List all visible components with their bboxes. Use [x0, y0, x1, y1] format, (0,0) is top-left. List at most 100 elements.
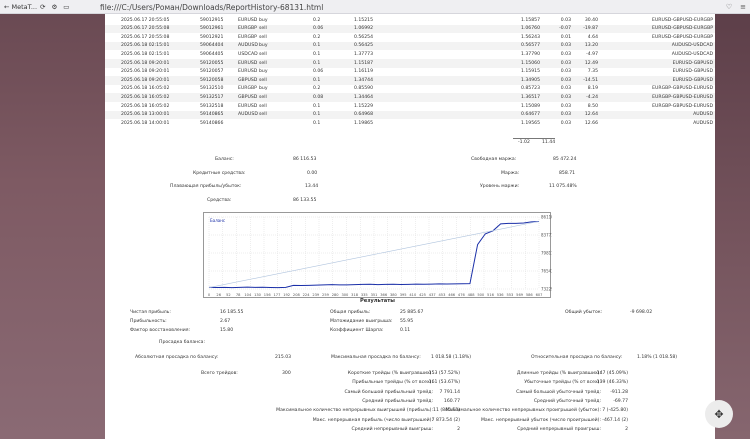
x-tick-label: 259	[322, 293, 330, 297]
x-tick-label: 318	[351, 293, 359, 297]
drawdown-rel-value: 1.18% (1 018.58)	[637, 355, 678, 360]
tab-title[interactable]: MetaT...	[11, 2, 38, 11]
deal-cell: sell	[259, 51, 267, 57]
deal-cell: 4.64	[587, 34, 598, 40]
drawdown-abs-label: Абсолютная просадка по балансу:	[135, 355, 219, 360]
deal-cell: 0.03	[560, 51, 571, 57]
deal-cell: buy	[259, 43, 268, 49]
x-tick-label: 130	[254, 293, 262, 297]
avg-losses-value: 2	[625, 426, 628, 432]
result-label: Фактор восстановления:	[130, 328, 191, 334]
cons-profit-label: Макс. непрерывная прибыль (число выигрыш…	[312, 417, 433, 423]
x-tick-label: 280	[332, 293, 340, 297]
drawdown-abs-value: 215.03	[275, 355, 292, 360]
deal-cell: EURUSD	[238, 69, 258, 75]
deal-cell: 59064405	[200, 51, 224, 57]
deal-cell: 0.03	[560, 69, 571, 75]
equity-value: 86 133.55	[293, 198, 317, 203]
deal-cell: EURGBP-GBPUSD-EURUSD	[652, 103, 713, 109]
deal-cell: 59012921	[200, 34, 224, 40]
deal-cell: 0.03	[560, 86, 571, 92]
deal-cell: 59120057	[200, 69, 224, 75]
zoom-icon[interactable]: ✥	[714, 407, 724, 421]
deal-cell: 1.56243	[521, 34, 540, 40]
deal-row: 2025.06.18 13:00:01 59140865 AUDUSD sell 0.1…	[105, 110, 715, 120]
result-value: 2.67	[220, 319, 231, 325]
deal-cell: 0.85590	[354, 86, 373, 92]
settings-icon[interactable]: ⚙	[51, 2, 58, 11]
menu-icon[interactable]: ≡	[740, 3, 746, 11]
x-tick-label: 425	[419, 293, 426, 297]
deal-row: 2025.06.18 02:15:01 59064404 AUDUSD buy 0.1 0…	[105, 41, 715, 51]
x-tick-label: 607	[536, 293, 543, 297]
x-tick-label: 52	[226, 293, 231, 297]
x-tick-label: 300	[341, 293, 349, 297]
drawdown-rel-label: Относительная просадка по балансу:	[531, 355, 623, 360]
credit-label: Кредитные средства:	[193, 171, 246, 176]
x-tick-label: 78	[236, 293, 241, 297]
deal-cell: 8.50	[587, 103, 598, 109]
address-bar[interactable]: file:///C:/Users/Роман/Downloads/ReportH…	[100, 1, 323, 13]
series-line-balance	[208, 221, 540, 289]
deal-cell: 0.64677	[521, 112, 540, 118]
result-label: Коэффициент Шарпа:	[330, 328, 384, 334]
floating-label: Плавающая прибыль/убыток:	[170, 184, 242, 189]
bookmark-icon[interactable]: ♡	[725, 3, 733, 11]
back-button[interactable]: ← MetaT...	[4, 0, 37, 14]
drawdown-max-value: 1 018.58 (1.18%)	[431, 355, 472, 360]
zoom-button[interactable]: ✥	[705, 400, 733, 428]
x-tick-label: 177	[274, 293, 281, 297]
cons-loss-label: Макс. непрерывный убыток (число проигрыш…	[480, 417, 601, 423]
deal-cell: 59140865	[200, 112, 224, 118]
deal-cell: 0.06	[313, 69, 324, 75]
deal-cell: -4.97	[586, 51, 598, 57]
y-tick-label: 79811	[541, 251, 552, 256]
deal-cell: 2025.06.18 13:00:01	[121, 112, 170, 118]
report-page: 2025.06.17 20:55:05 59012915 EURUSD buy 0.2 1…	[105, 14, 715, 439]
x-tick-label: 453	[439, 293, 446, 297]
reload-icon[interactable]: ⟳	[40, 2, 46, 11]
deal-cell: 2025.06.18 02:15:01	[121, 51, 170, 57]
deal-cell: 0.56577	[521, 43, 540, 49]
deal-cell: 8.19	[587, 86, 598, 92]
margin-label: Маржа:	[501, 171, 520, 176]
margin-level-value: 11 075.48%	[549, 184, 577, 189]
deal-cell: 1.37773	[354, 51, 373, 57]
free-margin-value: 85 472.24	[553, 157, 577, 162]
trades-label: Всего трейдов:	[201, 371, 238, 376]
credit-value: 0.00	[307, 171, 318, 176]
deal-cell: sell	[259, 26, 267, 32]
x-tick-label: 466	[448, 293, 456, 297]
result-value: 55.95	[400, 319, 414, 325]
deal-cell: 1.15857	[521, 17, 540, 23]
x-tick-label: 0	[208, 293, 211, 297]
x-tick-label: 208	[293, 293, 301, 297]
avg-wins-value: 2	[457, 426, 460, 432]
deal-cell: 12.49	[584, 60, 598, 66]
back-arrow-icon[interactable]: ←	[4, 2, 10, 11]
deal-cell: 13.20	[584, 43, 598, 49]
deal-cell: sell	[259, 34, 267, 40]
deal-cell: AUDUSD	[693, 112, 713, 118]
deal-cell: 1.34464	[354, 94, 373, 100]
deal-cell: EURUSD-GBPUSD	[672, 69, 713, 75]
results-heading: Результаты	[360, 298, 396, 304]
deal-cell: GBPUSD	[238, 77, 258, 83]
deal-cell: 59132510	[200, 86, 224, 92]
max-profit-value: 7 791.14	[439, 389, 460, 395]
deal-cell: 2025.06.17 20:55:08	[121, 34, 170, 40]
deal-cell: 0.1	[313, 43, 321, 49]
x-tick-label: 156	[264, 293, 272, 297]
deal-cell: 2025.06.18 09:20:01	[121, 77, 170, 83]
deal-cell: 1.15915	[521, 69, 540, 75]
x-tick-label: 26	[216, 293, 221, 297]
url-text[interactable]: file:///C:/Users/Роман/Downloads/ReportH…	[100, 2, 324, 12]
deal-cell: 0.08	[313, 94, 324, 100]
deal-cell: 1.16119	[354, 69, 373, 75]
deal-cell: 2025.06.18 02:15:01	[121, 43, 170, 49]
deal-cell: 0.01	[560, 34, 571, 40]
deal-cell: EURUSD-GBPUSD-EURGBP	[652, 17, 713, 23]
deal-cell: 1.34744	[354, 77, 373, 83]
deal-row: 2025.06.18 09:20:01 59120058 GBPUSD sell 0.1…	[105, 76, 715, 85]
x-tick-label: 410	[409, 293, 417, 297]
